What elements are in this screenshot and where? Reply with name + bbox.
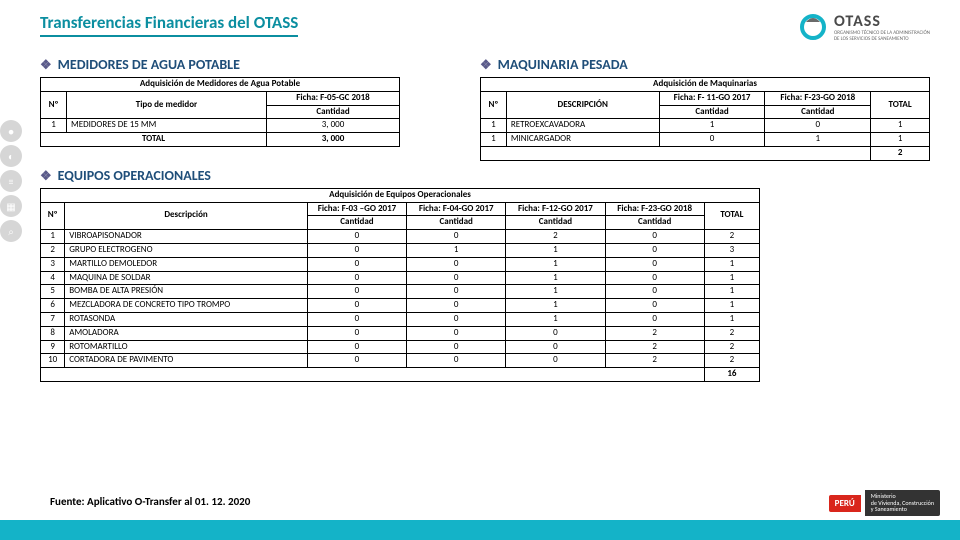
sidebar-icon: ▦ bbox=[0, 195, 22, 217]
sidebar-nav: ● ◐ ≡ ▦ ⌕ bbox=[0, 120, 22, 242]
peru-badge: PERÚ bbox=[829, 495, 861, 512]
sidebar-icon: ≡ bbox=[0, 170, 22, 192]
section-title: ❖ MAQUINARIA PESADA bbox=[480, 56, 930, 73]
section-title: ❖ EQUIPOS OPERACIONALES bbox=[40, 167, 930, 184]
table-equipos: Adquisición de Equipos OperacionalesNºDe… bbox=[40, 188, 760, 382]
source-note: Fuente: Aplicativo O-Transfer al 01. 12.… bbox=[50, 495, 250, 508]
logo-sub2: DE LOS SERVICIOS DE SANEAMIENTO bbox=[834, 37, 930, 43]
section-medidores: ❖ MEDIDORES DE AGUA POTABLE Adquisición d… bbox=[40, 50, 450, 161]
table-medidores: Adquisición de Medidores de Agua Potable… bbox=[40, 77, 400, 147]
ministry-badge: Ministerio de Vivienda, Construcción y S… bbox=[865, 490, 940, 516]
section-title-text: EQUIPOS OPERACIONALES bbox=[58, 167, 211, 184]
logo: OTASS ORGANISMO TÉCNICO DE LA ADMINISTRA… bbox=[798, 12, 930, 42]
ministry-line: y Saneamiento bbox=[871, 506, 934, 513]
content: ❖ MEDIDORES DE AGUA POTABLE Adquisición d… bbox=[0, 46, 960, 382]
bullet-icon: ❖ bbox=[40, 169, 52, 184]
section-title-text: MEDIDORES DE AGUA POTABLE bbox=[58, 56, 240, 73]
section-title-text: MAQUINARIA PESADA bbox=[498, 56, 628, 73]
section-maquinaria: ❖ MAQUINARIA PESADA Adquisición de Maquin… bbox=[480, 50, 930, 161]
logo-brand: OTASS bbox=[834, 12, 930, 31]
logo-mark-icon bbox=[798, 12, 828, 42]
sidebar-icon: ◐ bbox=[0, 145, 22, 167]
footer-logos: PERÚ Ministerio de Vivienda, Construcció… bbox=[829, 490, 940, 516]
section-title: ❖ MEDIDORES DE AGUA POTABLE bbox=[40, 56, 450, 73]
sidebar-icon: ● bbox=[0, 120, 22, 142]
table-maquinaria: Adquisición de MaquinariasNºDESCRIPCIÓNF… bbox=[480, 77, 930, 161]
header: Transferencias Financieras del OTASS OTA… bbox=[0, 0, 960, 46]
bullet-icon: ❖ bbox=[40, 58, 52, 73]
page-title: Transferencias Financieras del OTASS bbox=[40, 12, 298, 37]
bullet-icon: ❖ bbox=[480, 58, 492, 73]
footer-bar bbox=[0, 520, 960, 540]
sidebar-icon: ⌕ bbox=[0, 220, 22, 242]
